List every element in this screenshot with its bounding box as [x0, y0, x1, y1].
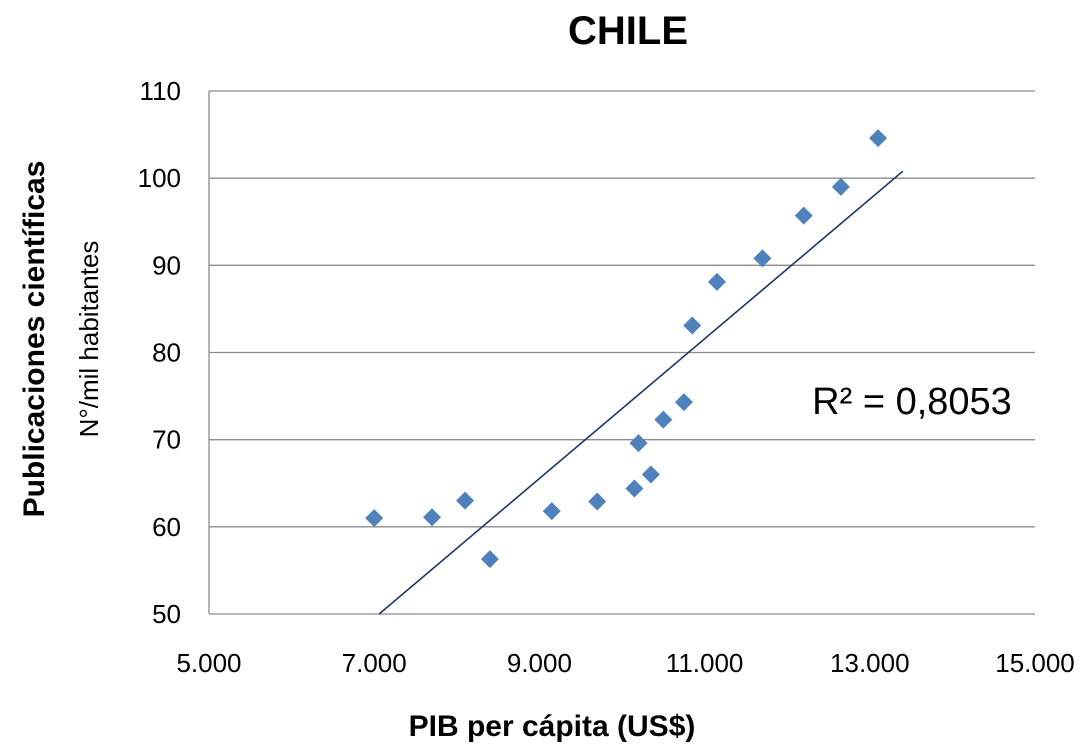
gridlines	[208, 90, 1035, 615]
data-point	[588, 492, 607, 511]
data-point	[480, 550, 499, 569]
data-point	[625, 479, 644, 498]
data-point	[641, 465, 660, 484]
data-points	[365, 129, 888, 569]
data-point	[654, 410, 673, 429]
data-point	[707, 272, 726, 291]
x-axis-label: PIB per cápita (US$)	[409, 710, 696, 743]
x-axis-ticks: 5.000 7.000 9.000 11.000 13.000 15.000	[176, 648, 1074, 678]
x-tick-label: 7.000	[342, 648, 407, 678]
data-point	[753, 249, 772, 268]
y-tick-label: 100	[138, 163, 181, 193]
data-point	[831, 177, 850, 196]
chart-title: CHILE	[568, 9, 688, 53]
y-tick-label: 70	[152, 425, 181, 455]
trendline-group	[378, 170, 904, 615]
x-tick-label: 15.000	[995, 648, 1075, 678]
data-point	[674, 393, 693, 412]
x-tick-label: 11.000	[666, 648, 744, 678]
data-point	[869, 129, 888, 148]
data-point	[542, 502, 561, 521]
data-point	[365, 509, 384, 528]
data-point	[456, 491, 475, 510]
r-squared-annotation: R² = 0,8053	[812, 381, 1012, 423]
data-point	[423, 508, 442, 527]
y-tick-label: 80	[152, 338, 181, 368]
y-tick-label: 90	[152, 250, 181, 280]
y-tick-label: 60	[152, 512, 181, 542]
y-axis-label: Publicaciones científicas	[18, 161, 51, 518]
y-axis-sublabel: N°/mil habitantes	[74, 241, 104, 438]
x-tick-label: 5.000	[176, 648, 241, 678]
data-point	[683, 316, 702, 335]
x-tick-label: 13.000	[830, 648, 910, 678]
data-point	[629, 434, 648, 453]
y-tick-label: 110	[140, 76, 181, 106]
trendline	[378, 170, 904, 615]
y-tick-label: 50	[152, 599, 181, 629]
y-axis-ticks: 50 60 70 80 90 100 110	[138, 76, 181, 629]
data-point	[794, 206, 813, 225]
x-tick-label: 9.000	[507, 648, 572, 678]
